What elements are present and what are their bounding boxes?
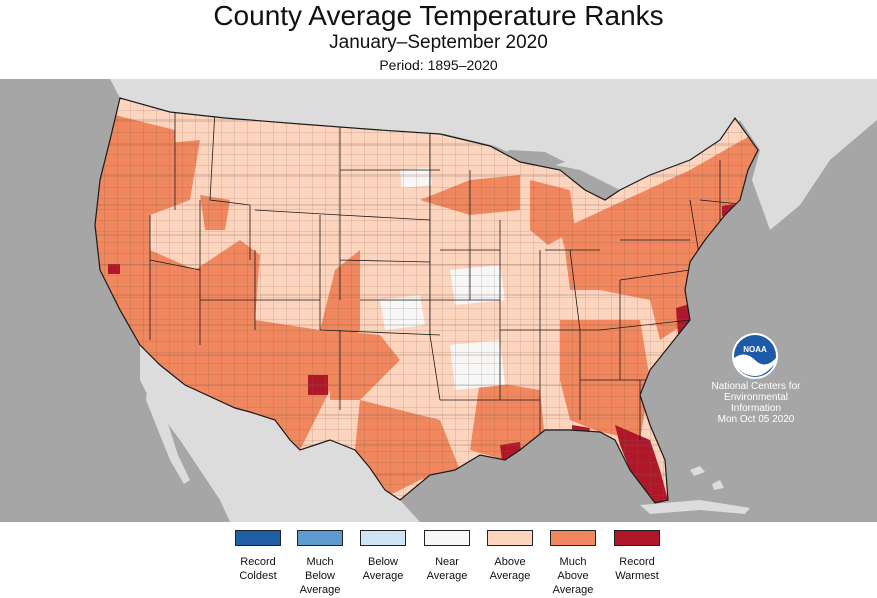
legend-label-below: Below Average [362, 556, 404, 582]
canada-landmass [0, 79, 877, 230]
legend-swatch-much-below [297, 530, 343, 546]
legend: Record Coldest Much Below Average Below … [0, 530, 877, 598]
noaa-logo-text: NOAA [743, 345, 767, 354]
map-subtitle: January–September 2020 [329, 32, 548, 53]
period-label: Period: 1895–2020 [379, 57, 498, 73]
legend-swatch-below [360, 530, 406, 546]
credit-line-1: National Centers for [711, 381, 801, 392]
mexico-landmass [140, 345, 420, 522]
us-county-map [0, 79, 877, 522]
legend-swatch-record-coldest [235, 530, 281, 546]
credit-line-2: Environmental [724, 392, 788, 403]
noaa-logo-icon: NOAA [732, 333, 778, 379]
legend-swatch-above [487, 530, 533, 546]
baja-peninsula [146, 378, 190, 484]
bahamas-islands [690, 466, 724, 490]
cuba-island [640, 500, 750, 514]
legend-label-much-above: Much Above Average [552, 556, 594, 596]
credit-date: Mon Oct 05 2020 [717, 414, 795, 425]
legend-label-record-coldest: Record Coldest [239, 556, 277, 582]
credit-block: National Centers for Environmental Infor… [690, 381, 822, 425]
legend-label-near: Near Average [426, 556, 468, 582]
legend-swatch-near [424, 530, 470, 546]
legend-swatch-much-above [550, 530, 596, 546]
legend-label-much-below: Much Below Average [299, 556, 341, 596]
legend-label-above: Above Average [489, 556, 531, 582]
map-title: County Average Temperature Ranks [213, 0, 664, 31]
legend-label-record-warmest: Record Warmest [615, 556, 659, 582]
credit-line-3: Information [730, 403, 782, 414]
map-panel: NOAA National Centers for Environmental … [0, 79, 877, 522]
legend-swatch-record-warmest [614, 530, 660, 546]
